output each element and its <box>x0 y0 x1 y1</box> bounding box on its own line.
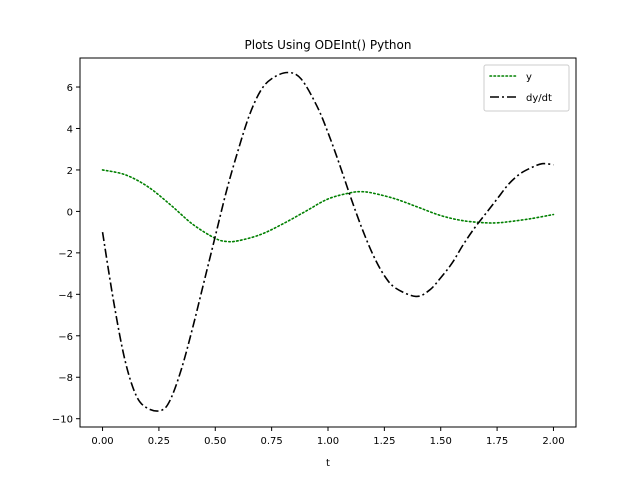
legend-label: dy/dt <box>526 93 552 104</box>
x-tick-label: 1.75 <box>486 436 508 447</box>
y-tick-label: 0 <box>67 207 73 218</box>
legend: y dy/dt <box>483 64 570 112</box>
y-tick-label: −2 <box>58 249 73 260</box>
x-axis-label: t <box>326 458 330 469</box>
x-tick-label: 1.00 <box>317 436 339 447</box>
x-tick-label: 1.50 <box>430 436 452 447</box>
x-axis-ticks: 0.00 0.25 0.50 0.75 1.00 1.25 1.50 1.75 2.00 <box>91 427 565 447</box>
series-line-dydt <box>101 71 554 412</box>
y-axis-ticks: −10 −8 −6 −4 −2 0 2 4 6 <box>52 83 80 426</box>
legend-box <box>483 64 570 112</box>
y-tick-label: −6 <box>58 332 73 343</box>
x-tick-label: 0.25 <box>148 436 170 447</box>
x-tick-label: 0.00 <box>91 436 113 447</box>
y-tick-label: −4 <box>58 290 73 301</box>
plot-lines <box>101 71 555 412</box>
y-tick-label: −8 <box>58 373 73 384</box>
y-tick-label: 4 <box>67 124 73 135</box>
x-tick-label: 1.25 <box>373 436 395 447</box>
x-tick-label: 0.50 <box>204 436 226 447</box>
x-tick-label: 0.75 <box>261 436 283 447</box>
y-tick-label: 2 <box>67 166 73 177</box>
series-line-y <box>101 169 555 243</box>
x-tick-label: 2.00 <box>542 436 564 447</box>
y-tick-label: −10 <box>52 415 73 426</box>
legend-label: y <box>526 72 532 83</box>
y-tick-label: 6 <box>67 83 73 94</box>
chart-title: Plots Using ODEInt() Python <box>245 38 412 52</box>
